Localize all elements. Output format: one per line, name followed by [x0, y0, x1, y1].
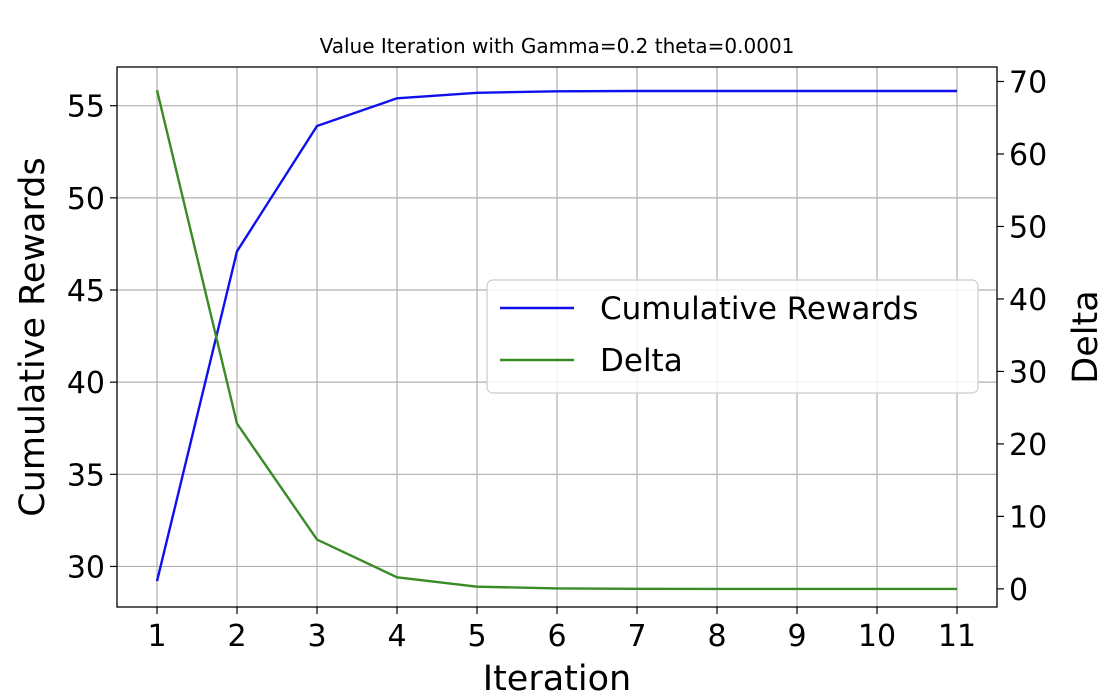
y-tick-label-left: 50: [67, 182, 105, 217]
x-tick-label: 4: [387, 619, 406, 654]
x-tick-label: 7: [627, 619, 646, 654]
y-tick-label-right: 10: [1009, 500, 1047, 535]
y-tick-label-left: 35: [67, 458, 105, 493]
series-line-cumulative-rewards: [155, 89, 957, 582]
y-tick-label-right: 70: [1009, 65, 1047, 100]
x-tick-label: 8: [707, 619, 726, 654]
series-layer: [155, 89, 957, 591]
legend-box: [486, 279, 979, 394]
y-tick-label-right: 40: [1009, 283, 1047, 318]
series-line-delta: [155, 89, 957, 591]
legend: Cumulative Rewards Delta: [486, 279, 979, 394]
y-tick-label-right: 60: [1009, 138, 1047, 173]
x-tick-label: 6: [547, 619, 566, 654]
x-tick-label: 2: [227, 619, 246, 654]
y-tick-label-left: 40: [67, 366, 105, 401]
chart-title: Value Iteration with Gamma=0.2 theta=0.0…: [320, 34, 795, 58]
x-tick-label: 1: [147, 619, 166, 654]
x-tick-label: 9: [787, 619, 806, 654]
legend-label-delta: Delta: [600, 343, 683, 379]
x-tick-label: 5: [467, 619, 486, 654]
y-axis-label-right: Delta: [1066, 290, 1106, 383]
y-tick-label-left: 30: [67, 550, 105, 585]
y-tick-label-left: 45: [67, 274, 105, 309]
x-tick-label: 3: [307, 619, 326, 654]
y-tick-label-right: 20: [1009, 428, 1047, 463]
legend-label-cumulative-rewards: Cumulative Rewards: [600, 291, 918, 327]
y-tick-label-right: 50: [1009, 210, 1047, 245]
y-tick-label-right: 0: [1009, 573, 1028, 608]
x-tick-label: 10: [858, 619, 896, 654]
y-tick-label-left: 55: [67, 90, 105, 125]
y-axis-label-left: Cumulative Rewards: [13, 157, 53, 516]
x-axis-label: Iteration: [483, 659, 631, 696]
x-tick-label: 11: [938, 619, 976, 654]
y-tick-label-right: 30: [1009, 355, 1047, 390]
